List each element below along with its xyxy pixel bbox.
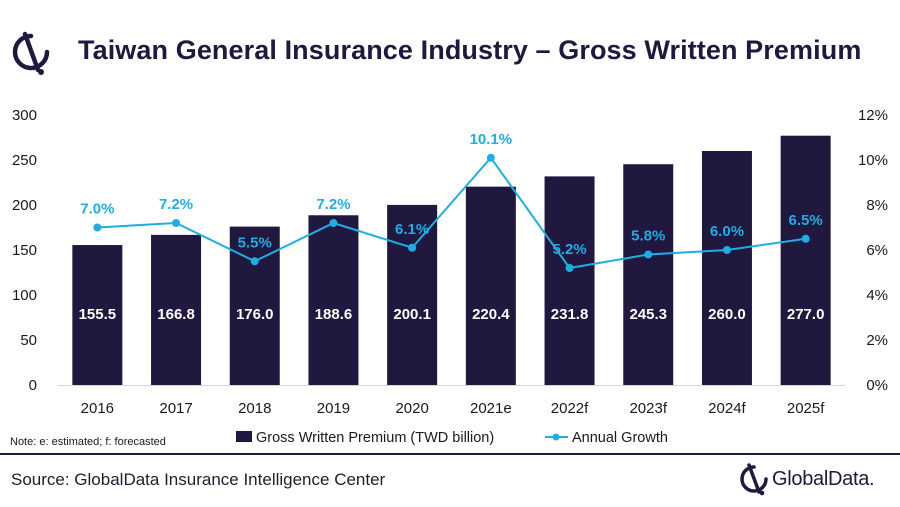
y-left-tick-label: 0 (29, 377, 37, 394)
bar (72, 245, 123, 385)
growth-point (329, 219, 338, 227)
y-left-tick-label: 200 (12, 197, 37, 214)
growth-point (250, 257, 259, 266)
y-right-tick-label: 10% (858, 152, 888, 169)
x-tick-label: 2024f (708, 400, 746, 417)
bar (308, 215, 359, 385)
x-tick-label: 2021e (470, 400, 512, 417)
growth-value-label: 7.2% (159, 196, 193, 213)
growth-point (722, 246, 731, 254)
bar-value-label: 277.0 (787, 306, 825, 323)
bar (151, 234, 202, 385)
growth-point (565, 264, 574, 272)
x-tick-label: 2022f (551, 400, 589, 417)
x-tick-label: 2018 (238, 400, 271, 417)
bar (701, 151, 752, 385)
bar-value-label: 176.0 (236, 306, 274, 323)
y-left-tick-label: 250 (12, 152, 37, 169)
growth-line (97, 156, 806, 270)
bar-value-label: 166.8 (157, 306, 195, 323)
x-tick-label: 2023f (629, 400, 667, 417)
legend-bar-label: Gross Written Premium (TWD billion) (256, 430, 494, 446)
x-tick-label: 2020 (395, 400, 428, 417)
growth-point (644, 250, 653, 259)
source-text: Source: GlobalData Insurance Intelligenc… (11, 470, 386, 489)
bar (465, 186, 516, 385)
y-left-tick-label: 300 (12, 107, 37, 124)
x-tick-label: 2017 (159, 400, 192, 417)
bar-value-label: 155.5 (79, 306, 117, 323)
globaldata-brand: GlobalData. (738, 462, 898, 498)
header: Taiwan General Insurance Industry – Gros… (0, 0, 900, 100)
bar (623, 164, 674, 385)
growth-point (801, 234, 810, 243)
y-right-tick-label: 12% (858, 107, 888, 124)
growth-point (408, 243, 417, 252)
growth-value-label: 5.2% (552, 241, 586, 258)
bar-value-label: 231.8 (551, 306, 589, 323)
bar (544, 176, 595, 385)
y-left-tick-label: 150 (12, 242, 37, 259)
bar (387, 204, 438, 385)
bar-value-label: 245.3 (629, 306, 667, 323)
growth-value-label: 6.5% (789, 212, 823, 229)
bar-value-label: 200.1 (393, 306, 431, 323)
bar-value-label: 188.6 (315, 306, 353, 323)
footer-divider (0, 453, 900, 455)
growth-point (93, 223, 102, 232)
bar (780, 135, 831, 385)
y-right-tick-label: 6% (866, 242, 888, 259)
growth-value-label: 6.0% (710, 223, 744, 240)
legend-line-label: Annual Growth (572, 430, 668, 446)
growth-point (172, 219, 181, 227)
growth-value-label: 10.1% (470, 131, 513, 148)
growth-value-label: 7.2% (316, 196, 350, 213)
growth-value-label: 5.8% (631, 228, 665, 245)
growth-point (486, 153, 495, 162)
bar-value-label: 220.4 (472, 306, 510, 323)
globaldata-icon (12, 31, 50, 75)
y-left-tick-label: 50 (20, 332, 37, 349)
y-right-tick-label: 4% (866, 287, 888, 304)
brand-name: GlobalData. (772, 468, 875, 490)
combo-chart: 0 50 100 150 200 250 300 0% 2% 4% 6% 8% 10% 12% 2016 20… (10, 107, 888, 448)
y-left-tick-label: 100 (12, 287, 37, 304)
chart-note: Note: e: estimated; f: forecasted (10, 436, 166, 448)
globaldata-brand-icon (740, 463, 768, 496)
x-tick-label: 2019 (317, 400, 350, 417)
x-tick-label: 2016 (81, 400, 114, 417)
x-tick-label: 2025f (787, 400, 825, 417)
y-right-tick-label: 0% (866, 377, 888, 394)
growth-value-label: 7.0% (80, 201, 114, 218)
growth-value-label: 5.5% (238, 234, 272, 251)
bar-value-label: 260.0 (708, 306, 746, 323)
legend-line-marker (552, 433, 560, 441)
page-title: Taiwan General Insurance Industry – Gros… (78, 35, 862, 65)
y-right-tick-label: 8% (866, 197, 888, 214)
legend-bar-swatch (236, 431, 252, 442)
y-right-tick-label: 2% (866, 332, 888, 349)
growth-value-label: 6.1% (395, 221, 429, 238)
